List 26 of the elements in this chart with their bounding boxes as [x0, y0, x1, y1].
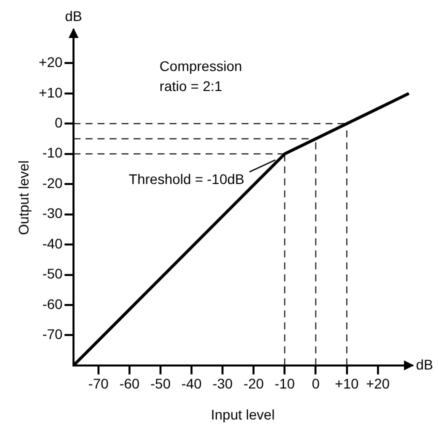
y-tick-label: -60 [42, 296, 63, 312]
y-tick-label: +10 [38, 84, 63, 100]
y-tick-label: -50 [42, 266, 63, 282]
y-tick-label: -10 [42, 144, 63, 161]
annotation: Threshold = -10dB [128, 170, 244, 187]
y-tick-label: -40 [42, 235, 63, 252]
x-tick-label: -30 [212, 376, 233, 392]
text: dB [64, 8, 82, 24]
x-axis-title: Input level [210, 406, 275, 422]
x-tick-label: +20 [366, 376, 390, 392]
x-tick-label: -20 [244, 376, 264, 392]
y-tick-label: -20 [42, 174, 63, 191]
y-tick-label: 0 [54, 114, 63, 131]
y-tick-label: +20 [38, 54, 63, 70]
x-tick-label: +10 [334, 376, 359, 392]
x-tick-label: -70 [88, 376, 109, 392]
y-axis-title: Output level [15, 160, 32, 236]
x-tick-label: -50 [150, 376, 171, 392]
x-tick-label: -10 [274, 376, 296, 392]
x-tick-label: 0 [312, 376, 320, 392]
text: dB [416, 356, 434, 372]
y-tick-label: -70 [42, 326, 63, 342]
x-tick-label: -60 [119, 376, 140, 392]
x-tick-label: -40 [181, 376, 202, 392]
y-tick-label: -30 [42, 205, 63, 222]
annotation: Compression ratio = 2:1 [160, 58, 242, 94]
